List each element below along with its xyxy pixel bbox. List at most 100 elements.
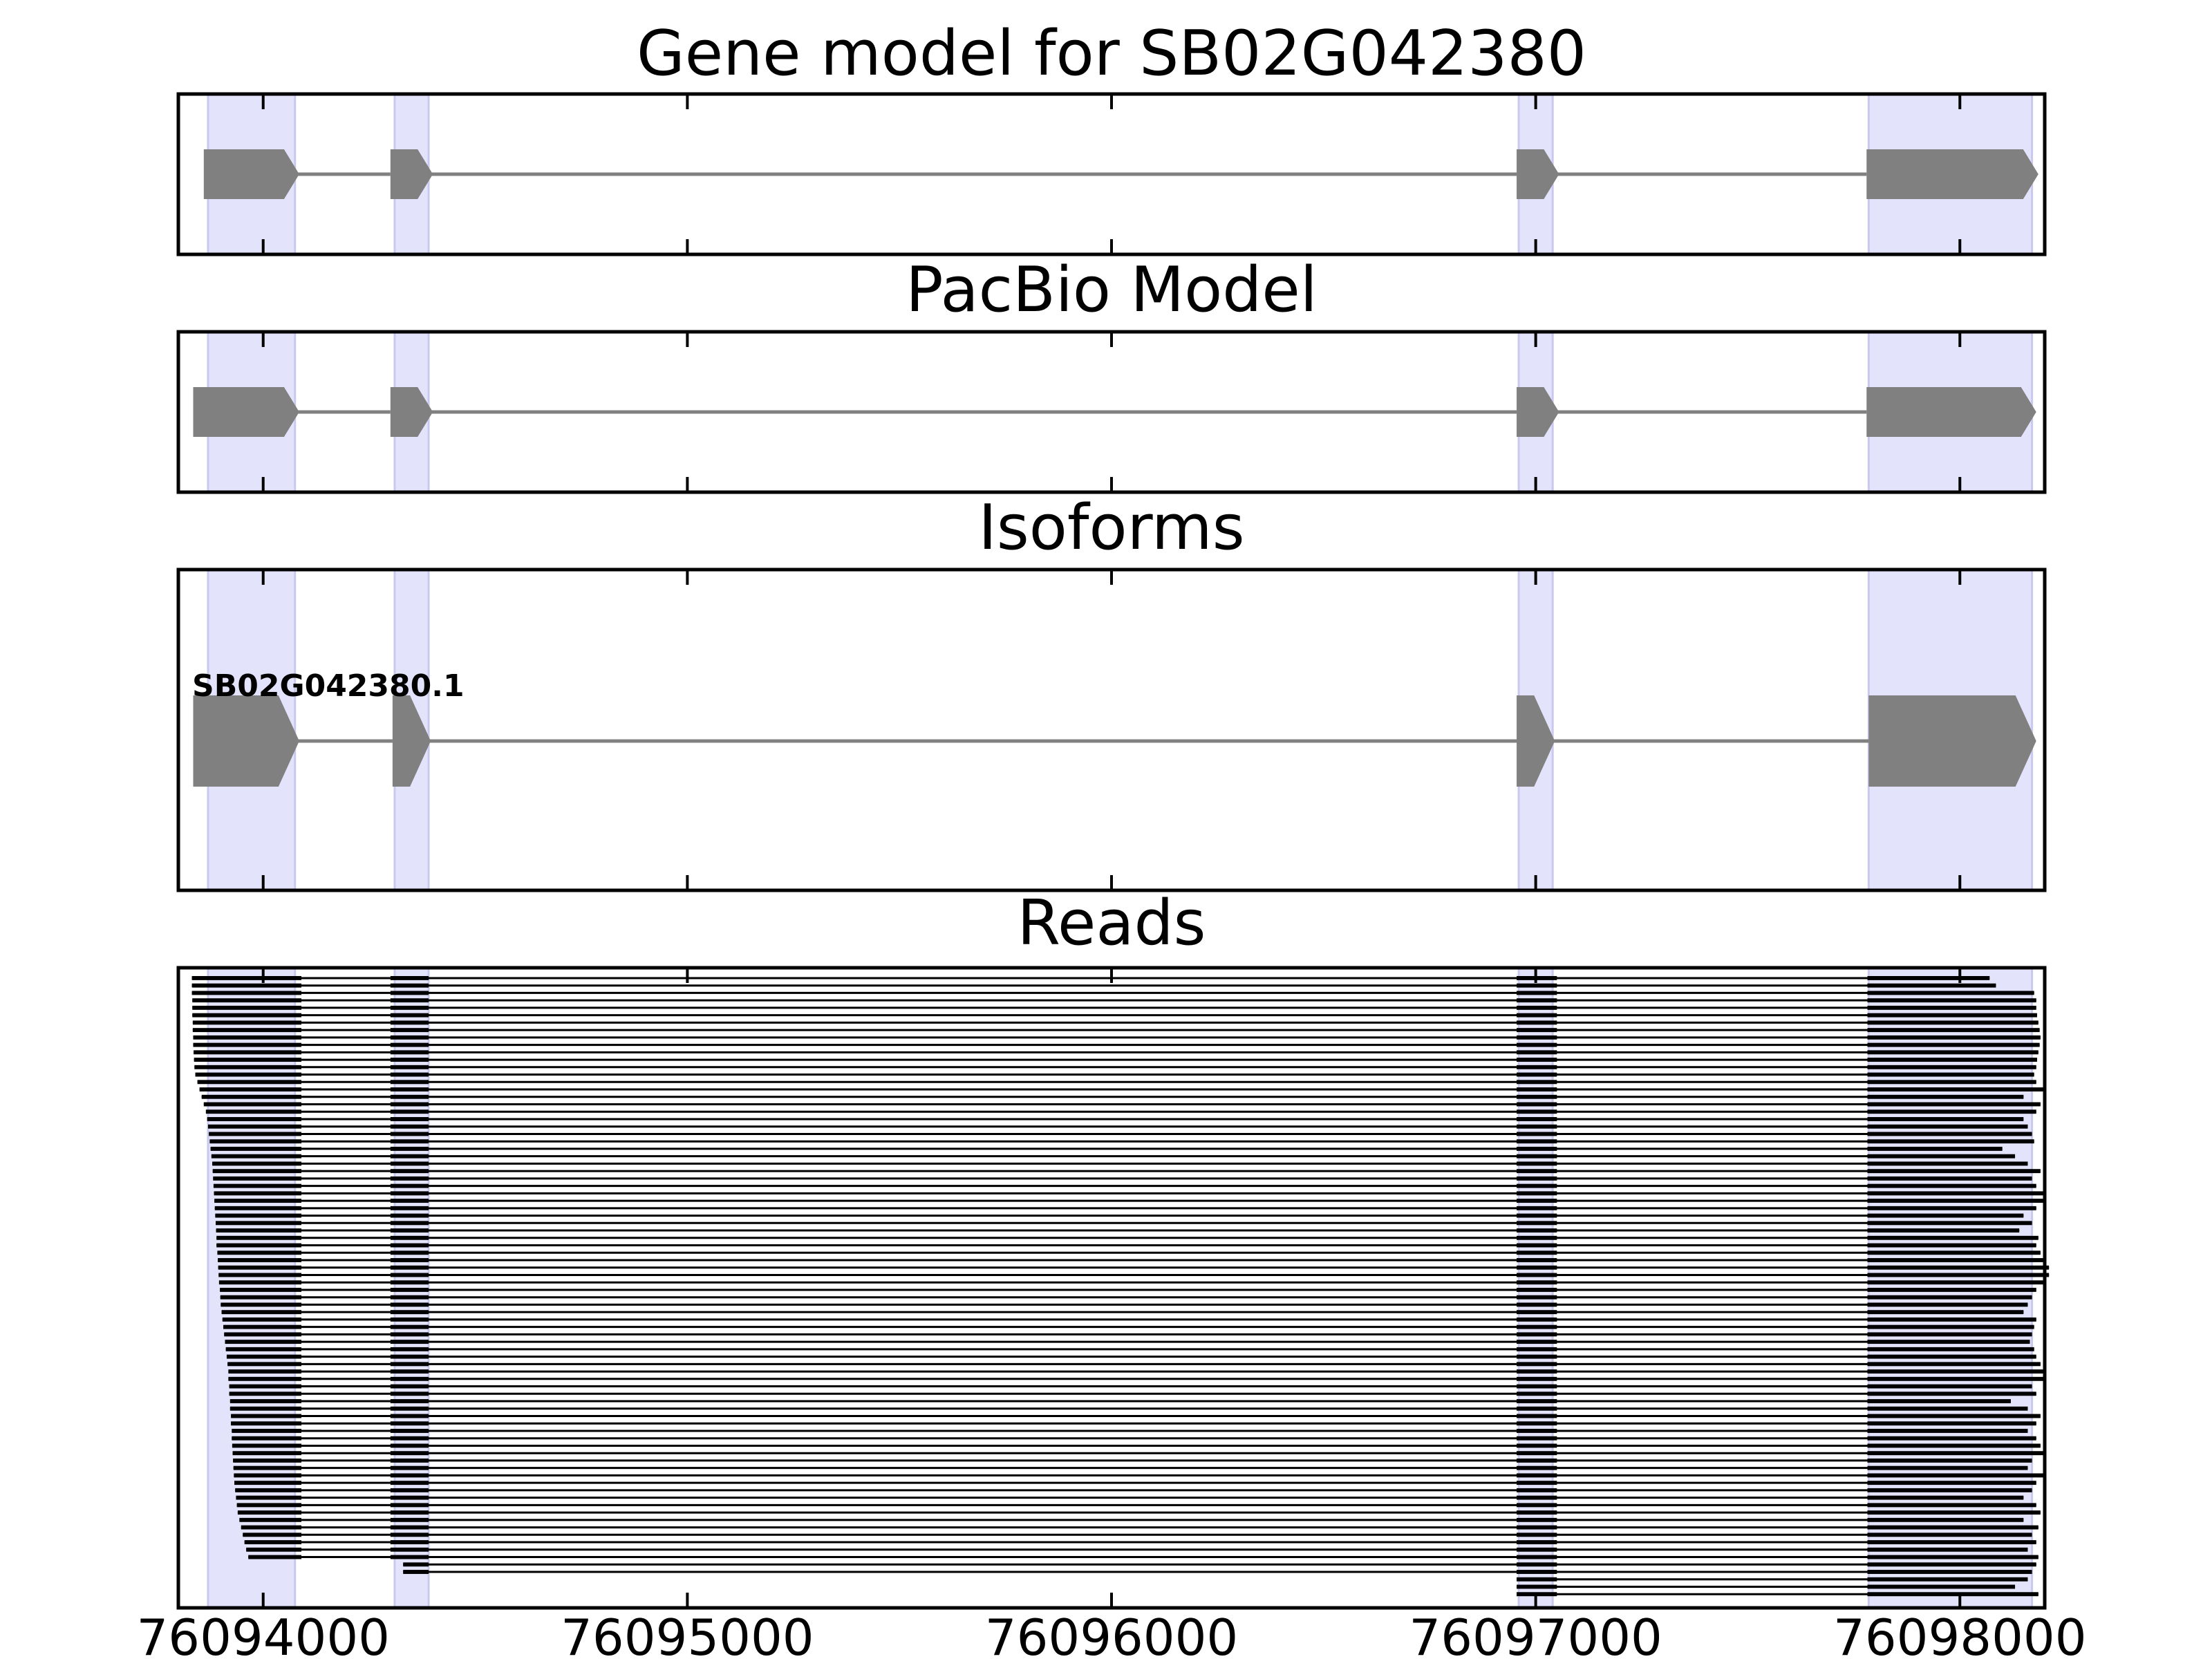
read-65-block-2	[1517, 1458, 1557, 1463]
read-60-block-3	[1867, 1421, 2036, 1426]
read-70-block-2	[1517, 1495, 1557, 1500]
read-64-block-0	[232, 1451, 301, 1456]
read-79-block-2	[1867, 1562, 2036, 1567]
read-78-block-0	[248, 1555, 301, 1559]
read-65-block-3	[1867, 1458, 2032, 1463]
read-18-block-2	[1517, 1109, 1557, 1114]
x-tick-label-1: 76095000	[561, 1609, 814, 1659]
pacbio-model-exon-2	[1517, 387, 1559, 437]
read-15-block-1	[390, 1087, 429, 1091]
read-64-block-3	[1867, 1451, 2045, 1456]
read-77-block-1	[390, 1547, 429, 1552]
read-44-block-1	[390, 1302, 429, 1307]
read-59-block-3	[1867, 1414, 2041, 1418]
read-20-block-2	[1517, 1124, 1557, 1129]
read-57-block-0	[229, 1399, 301, 1403]
read-38-block-1	[390, 1258, 429, 1262]
read-73-block-1	[390, 1517, 429, 1522]
read-46-block-2	[1517, 1317, 1557, 1322]
read-18-block-3	[1867, 1109, 2036, 1114]
read-74-block-3	[1867, 1525, 2038, 1530]
read-75-block-3	[1867, 1533, 2032, 1537]
read-34-block-1	[390, 1228, 429, 1233]
read-38-block-3	[1867, 1258, 2045, 1262]
read-31-block-2	[1517, 1206, 1557, 1210]
read-47-block-3	[1867, 1324, 2034, 1329]
read-79-block-0	[403, 1562, 429, 1567]
read-14-block-0	[197, 1080, 301, 1085]
read-75-block-0	[243, 1533, 301, 1537]
read-15-block-2	[1517, 1087, 1557, 1091]
read-0-block-1	[390, 976, 429, 980]
read-27-block-2	[1517, 1176, 1557, 1181]
read-11-block-2	[1517, 1058, 1557, 1062]
read-57-block-2	[1517, 1399, 1557, 1403]
pacbio-model-exon-0	[193, 387, 299, 437]
read-10-block-1	[390, 1050, 429, 1055]
read-41-block-3	[1867, 1280, 2045, 1285]
read-43-block-1	[390, 1295, 429, 1300]
read-6-block-0	[192, 1020, 301, 1025]
read-40-block-1	[390, 1273, 429, 1277]
pacbio-model-exon-1	[390, 387, 433, 437]
read-38-block-0	[218, 1258, 301, 1262]
read-74-block-1	[390, 1525, 429, 1530]
read-17-block-1	[390, 1102, 429, 1107]
read-21-block-2	[1517, 1132, 1557, 1136]
read-3-block-2	[1517, 998, 1557, 1003]
read-7-block-2	[1517, 1028, 1557, 1033]
read-2-block-3	[1867, 991, 2034, 995]
read-55-block-2	[1517, 1384, 1557, 1389]
read-23-block-1	[390, 1146, 429, 1151]
read-29-block-1	[390, 1191, 429, 1196]
read-24-block-2	[1517, 1154, 1557, 1159]
read-29-block-3	[1867, 1191, 2045, 1196]
read-40-block-0	[218, 1273, 301, 1277]
read-25-block-3	[1867, 1161, 2028, 1166]
read-66-block-0	[233, 1465, 301, 1470]
read-71-block-1	[390, 1503, 429, 1508]
isoforms-frame	[176, 568, 2047, 892]
read-66-block-1	[390, 1465, 429, 1470]
read-6-block-3	[1867, 1020, 2038, 1025]
read-31-block-3	[1867, 1206, 2036, 1210]
isoform-label: SB02G042380.1	[192, 668, 465, 704]
read-20-block-3	[1867, 1124, 2028, 1129]
read-9-block-1	[390, 1042, 429, 1047]
read-60-block-1	[390, 1421, 429, 1426]
read-78-block-3	[1867, 1555, 2038, 1559]
x-tick-label-2: 76096000	[985, 1609, 1238, 1659]
read-12-block-0	[194, 1065, 301, 1069]
read-73-block-2	[1517, 1517, 1557, 1522]
read-29-block-2	[1517, 1191, 1557, 1196]
read-59-block-0	[231, 1414, 301, 1418]
read-23-block-0	[210, 1146, 301, 1151]
read-39-block-2	[1517, 1265, 1557, 1270]
read-54-block-2	[1517, 1376, 1557, 1381]
pacbio-model-panel: PacBio Model	[176, 254, 2047, 494]
read-1-block-3	[1867, 983, 1996, 988]
read-2-block-2	[1517, 991, 1557, 995]
read-76-block-0	[244, 1540, 301, 1545]
read-35-block-0	[216, 1235, 301, 1240]
read-48-block-2	[1517, 1332, 1557, 1337]
read-28-block-0	[213, 1183, 301, 1188]
read-2-block-1	[390, 991, 429, 995]
read-18-block-1	[390, 1109, 429, 1114]
read-16-block-3	[1867, 1094, 2024, 1099]
read-11-block-3	[1867, 1058, 2037, 1062]
read-55-block-3	[1867, 1384, 2032, 1389]
read-83-block-1	[1867, 1592, 2038, 1597]
read-4-block-1	[390, 1005, 429, 1010]
read-27-block-3	[1867, 1176, 2032, 1181]
read-8-block-2	[1517, 1035, 1557, 1040]
read-19-block-1	[390, 1117, 429, 1121]
read-61-block-0	[232, 1429, 301, 1433]
read-53-block-2	[1517, 1369, 1557, 1374]
read-31-block-1	[390, 1206, 429, 1210]
read-71-block-2	[1517, 1503, 1557, 1508]
read-63-block-2	[1517, 1443, 1557, 1448]
read-53-block-3	[1867, 1369, 2045, 1374]
read-12-block-1	[390, 1065, 429, 1069]
x-axis-tick-labels: 76094000 76095000 76096000 76097000 76098000	[136, 1609, 2086, 1659]
